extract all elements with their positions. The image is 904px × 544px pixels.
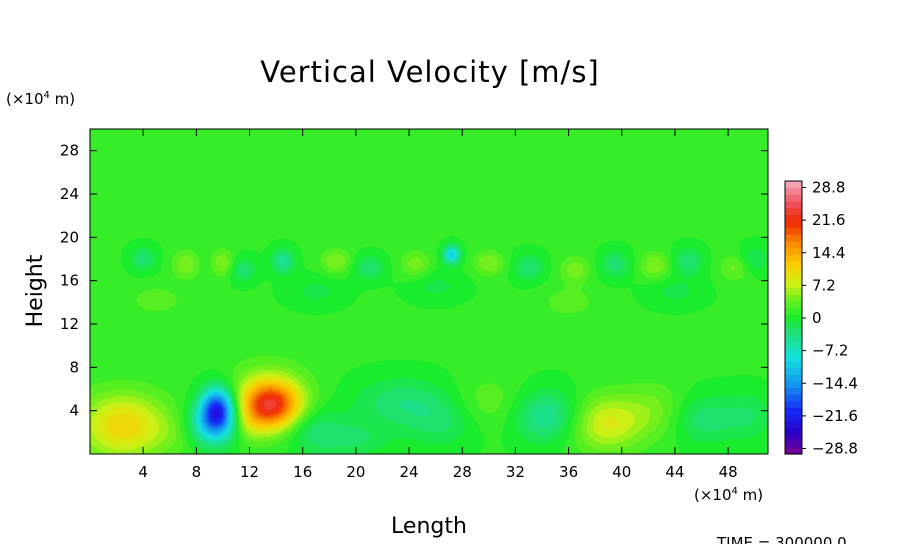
colorbar-swatch (785, 334, 802, 342)
x-tick-label: 24 (400, 463, 419, 481)
x-unit-label: (×104 m) (694, 486, 763, 504)
colorbar-swatch (785, 354, 802, 362)
x-tick-label: 20 (346, 463, 365, 481)
x-tick-label: 40 (612, 463, 631, 481)
colorbar-swatch (785, 400, 802, 408)
colorbar-swatch (785, 247, 802, 255)
colorbar-swatch (785, 181, 802, 189)
colorbar-swatch (785, 447, 802, 455)
colorbar-swatch (785, 214, 802, 222)
colorbar-tick-label: 21.6 (812, 211, 845, 229)
colorbar-swatch (785, 287, 802, 295)
y-tick-label: 20 (60, 228, 79, 246)
x-tick-label: 44 (665, 463, 684, 481)
x-tick-label: 32 (506, 463, 525, 481)
y-tick-label: 16 (60, 272, 79, 290)
colorbar-tick-labels: 28.8 21.6 14.4 7.2 0 −7.2 −14.4 −21.6 −28.8 (802, 179, 858, 458)
y-tick-label: 12 (60, 315, 79, 333)
colorbar-swatch (785, 220, 802, 229)
colorbar-swatch (785, 260, 802, 269)
colorbar-swatch (785, 394, 802, 402)
colorbar-swatch (785, 434, 802, 442)
y-axis-title: Height (23, 254, 48, 327)
colorbar-swatch (785, 420, 802, 428)
colorbar-swatch (785, 300, 802, 309)
colorbar-tick-label: 7.2 (812, 276, 836, 294)
colorbar-tick-label: 28.8 (812, 179, 845, 197)
colorbar-swatch (785, 380, 802, 389)
colorbar-swatch (785, 187, 802, 195)
colorbar-swatch (785, 347, 802, 355)
x-tick-label: 12 (240, 463, 259, 481)
x-axis-title: Length (391, 514, 467, 539)
y-tick-label: 28 (60, 142, 79, 160)
y-unit-exponent: 4 (44, 90, 50, 101)
colorbar-swatch (785, 407, 802, 415)
chart-title: Vertical Velocity [m/s] (260, 55, 600, 89)
colorbar-swatch (785, 280, 802, 289)
colorbar-swatch (785, 320, 802, 329)
y-tick-label: 24 (60, 185, 79, 203)
x-unit-suffix: m) (738, 486, 763, 504)
y-unit-label: (×104 m) (6, 90, 75, 108)
colorbar-swatch (785, 294, 802, 302)
colorbar-swatch (785, 254, 802, 262)
colorbar-tick-label: 0 (812, 309, 822, 327)
colorbar-swatch (785, 440, 802, 448)
colorbar-swatch (785, 314, 802, 322)
colorbar (784, 180, 803, 455)
colorbar-swatch (785, 414, 802, 422)
plot-area (89, 128, 769, 455)
y-tick-label: 8 (69, 358, 79, 376)
colorbar-tick-label: −7.2 (812, 342, 848, 360)
colorbar-swatch (785, 374, 802, 382)
x-tick-label: 36 (559, 463, 578, 481)
velocity-field-heatmap (90, 129, 768, 454)
y-axis-ticks: 4 8 12 16 20 24 28 (60, 142, 768, 420)
colorbar-swatch (785, 240, 802, 249)
colorbar-swatch (785, 207, 802, 215)
colorbar-swatch (785, 427, 802, 435)
colorbar-swatch (785, 387, 802, 395)
colorbar-swatch (785, 307, 802, 315)
colorbar-tick-label: 14.4 (812, 244, 845, 262)
colorbar-swatch (785, 227, 802, 235)
x-tick-label: 8 (192, 463, 202, 481)
x-tick-label: 16 (293, 463, 312, 481)
y-unit-prefix: (×10 (6, 90, 44, 108)
colorbar-swatch (785, 367, 802, 375)
x-unit-prefix: (×10 (694, 486, 732, 504)
y-unit-suffix: m) (50, 90, 75, 108)
colorbar-swatch (785, 340, 802, 349)
time-label: TIME = 300000.0 (716, 534, 847, 544)
colorbar-swatch (785, 327, 802, 335)
plot-frame (89, 128, 769, 455)
x-unit-exponent: 4 (732, 486, 738, 497)
x-tick-label: 4 (138, 463, 148, 481)
colorbar-swatch (785, 234, 802, 242)
colorbar-swatch (785, 274, 802, 282)
colorbar-tick-label: −28.8 (812, 440, 858, 458)
colorbar-swatch (785, 360, 802, 369)
colorbar-tick-label: −21.6 (812, 407, 858, 425)
x-tick-label: 48 (719, 463, 738, 481)
colorbar-tick-label: −14.4 (812, 374, 858, 392)
x-axis-ticks: 4 8 12 16 20 24 28 32 36 40 44 48 (138, 129, 738, 481)
x-tick-label: 28 (453, 463, 472, 481)
y-tick-label: 4 (69, 402, 79, 420)
colorbar-swatch (785, 267, 802, 275)
colorbar-swatch (785, 200, 802, 209)
colorbar-swatch (785, 194, 802, 202)
